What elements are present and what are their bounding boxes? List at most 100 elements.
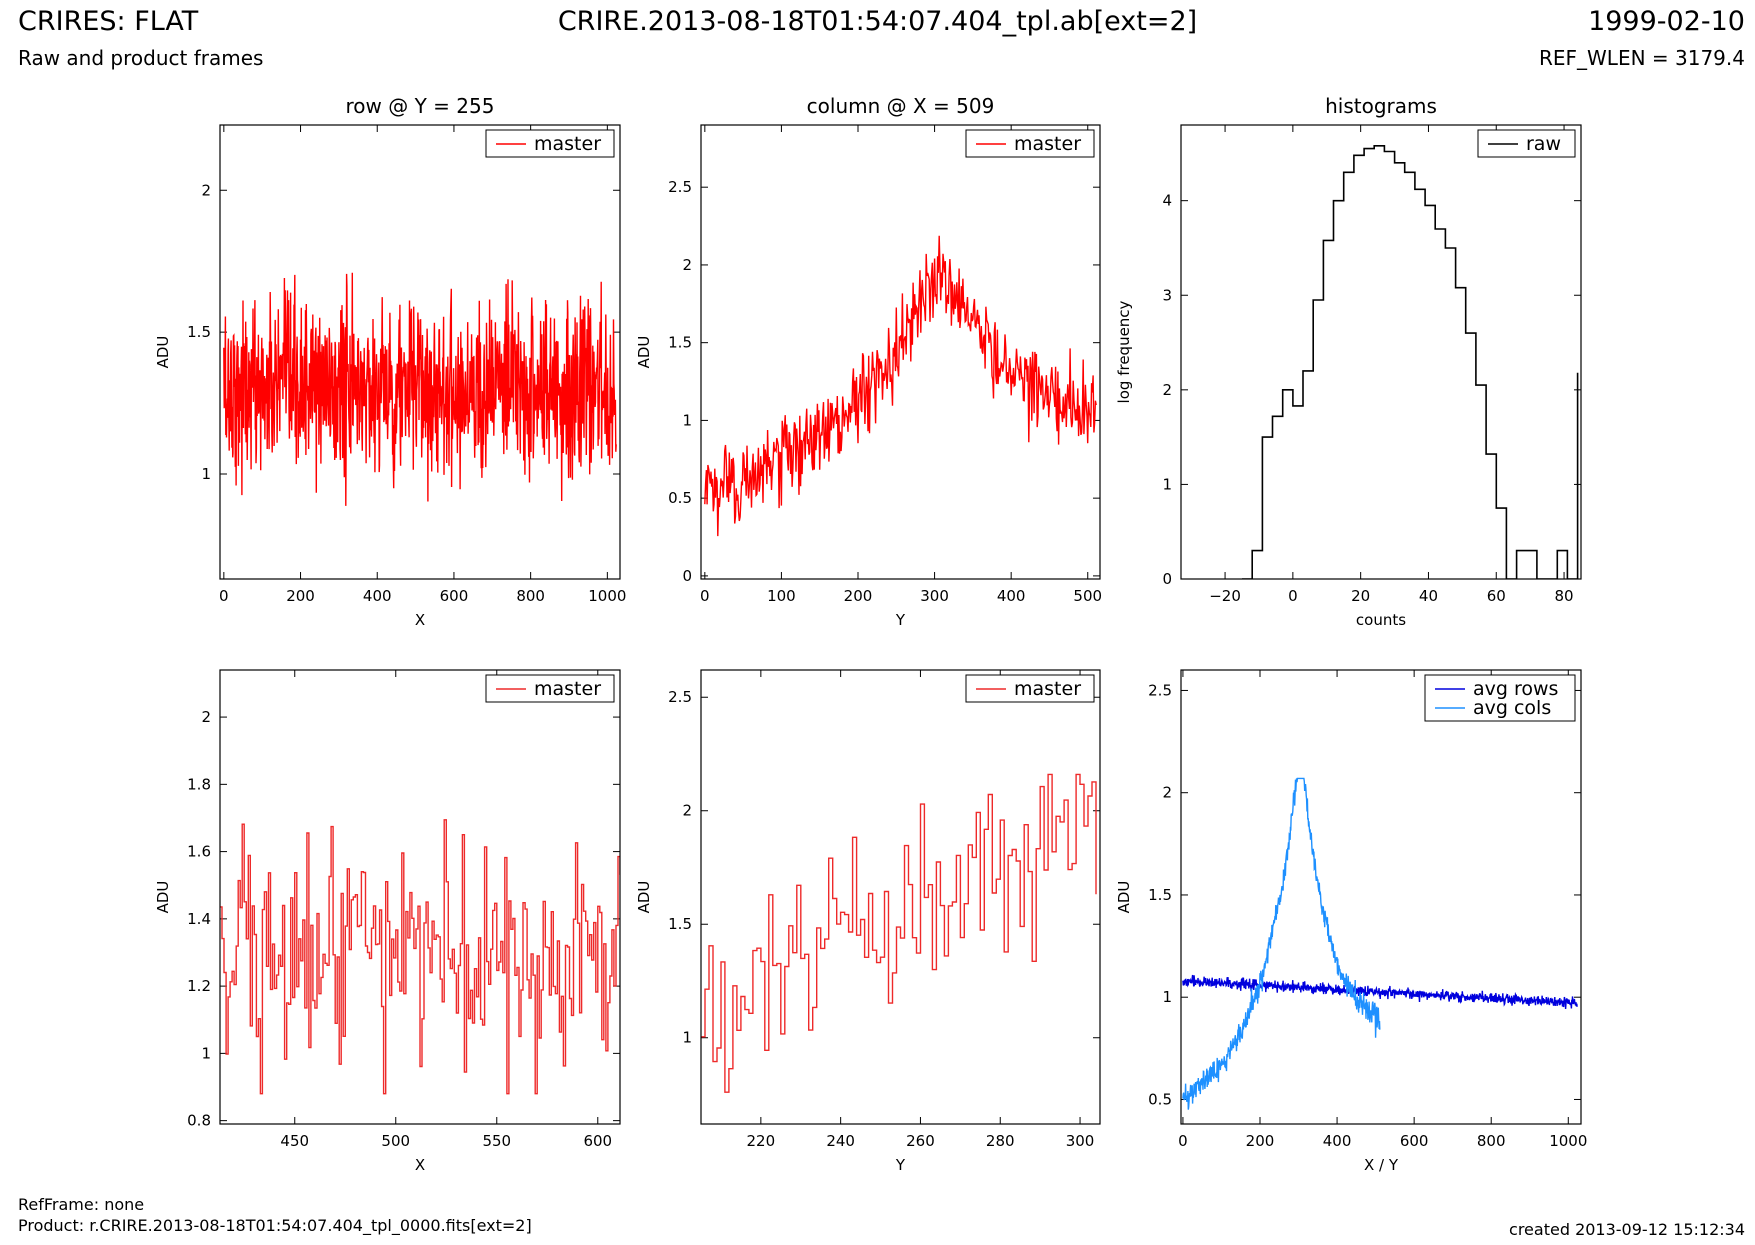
x-axis-label: Y xyxy=(895,611,906,629)
x-axis-label: X / Y xyxy=(1364,1156,1399,1174)
x-tick-label: 200 xyxy=(1246,1132,1275,1150)
legend-label: raw xyxy=(1526,133,1561,155)
x-tick-label: 1000 xyxy=(588,587,626,605)
y-axis-label: log frequency xyxy=(1115,300,1133,403)
date-label: 1999-02-10 xyxy=(1588,6,1745,37)
x-tick-label: 400 xyxy=(997,587,1026,605)
plot-panel-5: Y ADU 220 240 260 280 300 1 1.5 2 2.5 master xyxy=(635,669,1101,1174)
y-tick-label: 1 xyxy=(682,411,692,429)
x-tick-label: 600 xyxy=(583,1132,612,1150)
plot-frame xyxy=(1180,124,1582,580)
y-axis-label: ADU xyxy=(1115,881,1133,914)
y-tick-label: 2 xyxy=(201,181,211,199)
y-tick-label: 1 xyxy=(682,1029,692,1047)
y-tick-label: 2.5 xyxy=(668,178,692,196)
y-tick-label: 1 xyxy=(1162,988,1172,1006)
legend-label: avg rows xyxy=(1473,678,1558,700)
x-tick-label: 550 xyxy=(482,1132,511,1150)
y-tick-label: 1.5 xyxy=(668,334,692,352)
legend-label: master xyxy=(1014,678,1081,700)
x-tick-label: 80 xyxy=(1555,587,1574,605)
y-tick-label: 1 xyxy=(1162,475,1172,493)
x-tick-label: 300 xyxy=(1066,1132,1095,1150)
x-tick-label: 600 xyxy=(1400,1132,1429,1150)
report-subtitle: Raw and product frames xyxy=(18,46,264,70)
x-tick-label: 40 xyxy=(1419,587,1438,605)
plot-data xyxy=(220,819,620,1095)
y-axis-label: ADU xyxy=(635,881,653,914)
plot-data xyxy=(1242,145,1579,579)
y-tick-label: 2 xyxy=(682,256,692,274)
x-tick-label: 280 xyxy=(986,1132,1015,1150)
plot-panel-6: X / Y ADU 0 200 400 600 800 1000 0.5 1 1.5 2 2.5 avg … xyxy=(1115,669,1587,1174)
file-name-title: CRIRE.2013-08-18T01:54:07.404_tpl.ab[ext… xyxy=(557,6,1198,37)
y-tick-label: 2 xyxy=(201,708,211,726)
plot-title: column @ X = 509 xyxy=(807,94,995,118)
plot-data xyxy=(1182,777,1578,1110)
x-tick-label: −20 xyxy=(1209,587,1241,605)
x-tick-label: 400 xyxy=(1323,1132,1352,1150)
y-tick-label: 1.2 xyxy=(187,977,211,995)
legend-label: master xyxy=(534,133,601,155)
plot-data xyxy=(704,235,1097,537)
legend: master xyxy=(965,129,1095,158)
y-tick-label: 2 xyxy=(682,802,692,820)
y-tick-label: 1.4 xyxy=(187,910,211,928)
x-tick-label: 500 xyxy=(381,1132,410,1150)
y-tick-label: 2.5 xyxy=(668,688,692,706)
series-line-avg-rows xyxy=(1182,974,1578,1010)
plot-frame xyxy=(700,124,1101,580)
x-tick-label: 1000 xyxy=(1549,1132,1587,1150)
y-tick-label: 0 xyxy=(1162,570,1172,588)
x-tick-label: 60 xyxy=(1487,587,1506,605)
x-tick-label: 100 xyxy=(767,587,796,605)
x-tick-label: 20 xyxy=(1351,587,1370,605)
plot-title: row @ Y = 255 xyxy=(346,94,495,118)
series-line-raw xyxy=(1242,145,1579,579)
y-tick-label: 0.5 xyxy=(668,489,692,507)
x-axis-label: X xyxy=(415,1156,425,1174)
plot-frame xyxy=(219,124,621,580)
x-tick-label: 450 xyxy=(280,1132,309,1150)
series-line-master xyxy=(701,773,1097,1093)
y-axis-label: ADU xyxy=(635,336,653,369)
series-line-avg-cols xyxy=(1182,777,1381,1110)
created-timestamp: created 2013-09-12 15:12:34 xyxy=(1509,1220,1745,1239)
x-tick-label: 400 xyxy=(363,587,392,605)
y-tick-label: 1.5 xyxy=(187,323,211,341)
legend-label: master xyxy=(534,678,601,700)
x-tick-label: 200 xyxy=(844,587,873,605)
series-line-master xyxy=(223,272,617,506)
legend-label: master xyxy=(1014,133,1081,155)
plot-panel-1: row @ Y = 255 X ADU 0 200 400 600 800 1000 1 1.5 2 m… xyxy=(154,94,626,629)
y-tick-label: 4 xyxy=(1162,192,1172,210)
x-tick-label: 600 xyxy=(440,587,469,605)
x-axis-label: X xyxy=(415,611,425,629)
legend: raw xyxy=(1477,129,1576,158)
legend: master xyxy=(965,674,1095,703)
legend-label: avg cols xyxy=(1473,697,1551,719)
y-tick-label: 2.5 xyxy=(1148,681,1172,699)
x-tick-label: 260 xyxy=(906,1132,935,1150)
series-line-master xyxy=(220,819,620,1095)
legend: master xyxy=(485,129,615,158)
plot-title: histograms xyxy=(1325,94,1437,118)
x-tick-label: 0 xyxy=(1178,1132,1188,1150)
y-tick-label: 1 xyxy=(201,465,211,483)
x-tick-label: 240 xyxy=(826,1132,855,1150)
y-tick-label: 1.8 xyxy=(187,775,211,793)
x-tick-label: 800 xyxy=(516,587,545,605)
y-tick-label: 2 xyxy=(1162,784,1172,802)
y-tick-label: 1.5 xyxy=(1148,886,1172,904)
plot-frame xyxy=(700,669,1101,1125)
x-tick-label: 0 xyxy=(700,587,710,605)
product-label: Product: r.CRIRE.2013-08-18T01:54:07.404… xyxy=(18,1216,532,1235)
y-tick-label: 0.5 xyxy=(1148,1090,1172,1108)
x-tick-label: 220 xyxy=(747,1132,776,1150)
y-tick-label: 2 xyxy=(1162,381,1172,399)
y-tick-label: 1.6 xyxy=(187,843,211,861)
y-tick-label: 0 xyxy=(682,567,692,585)
x-axis-label: Y xyxy=(895,1156,906,1174)
